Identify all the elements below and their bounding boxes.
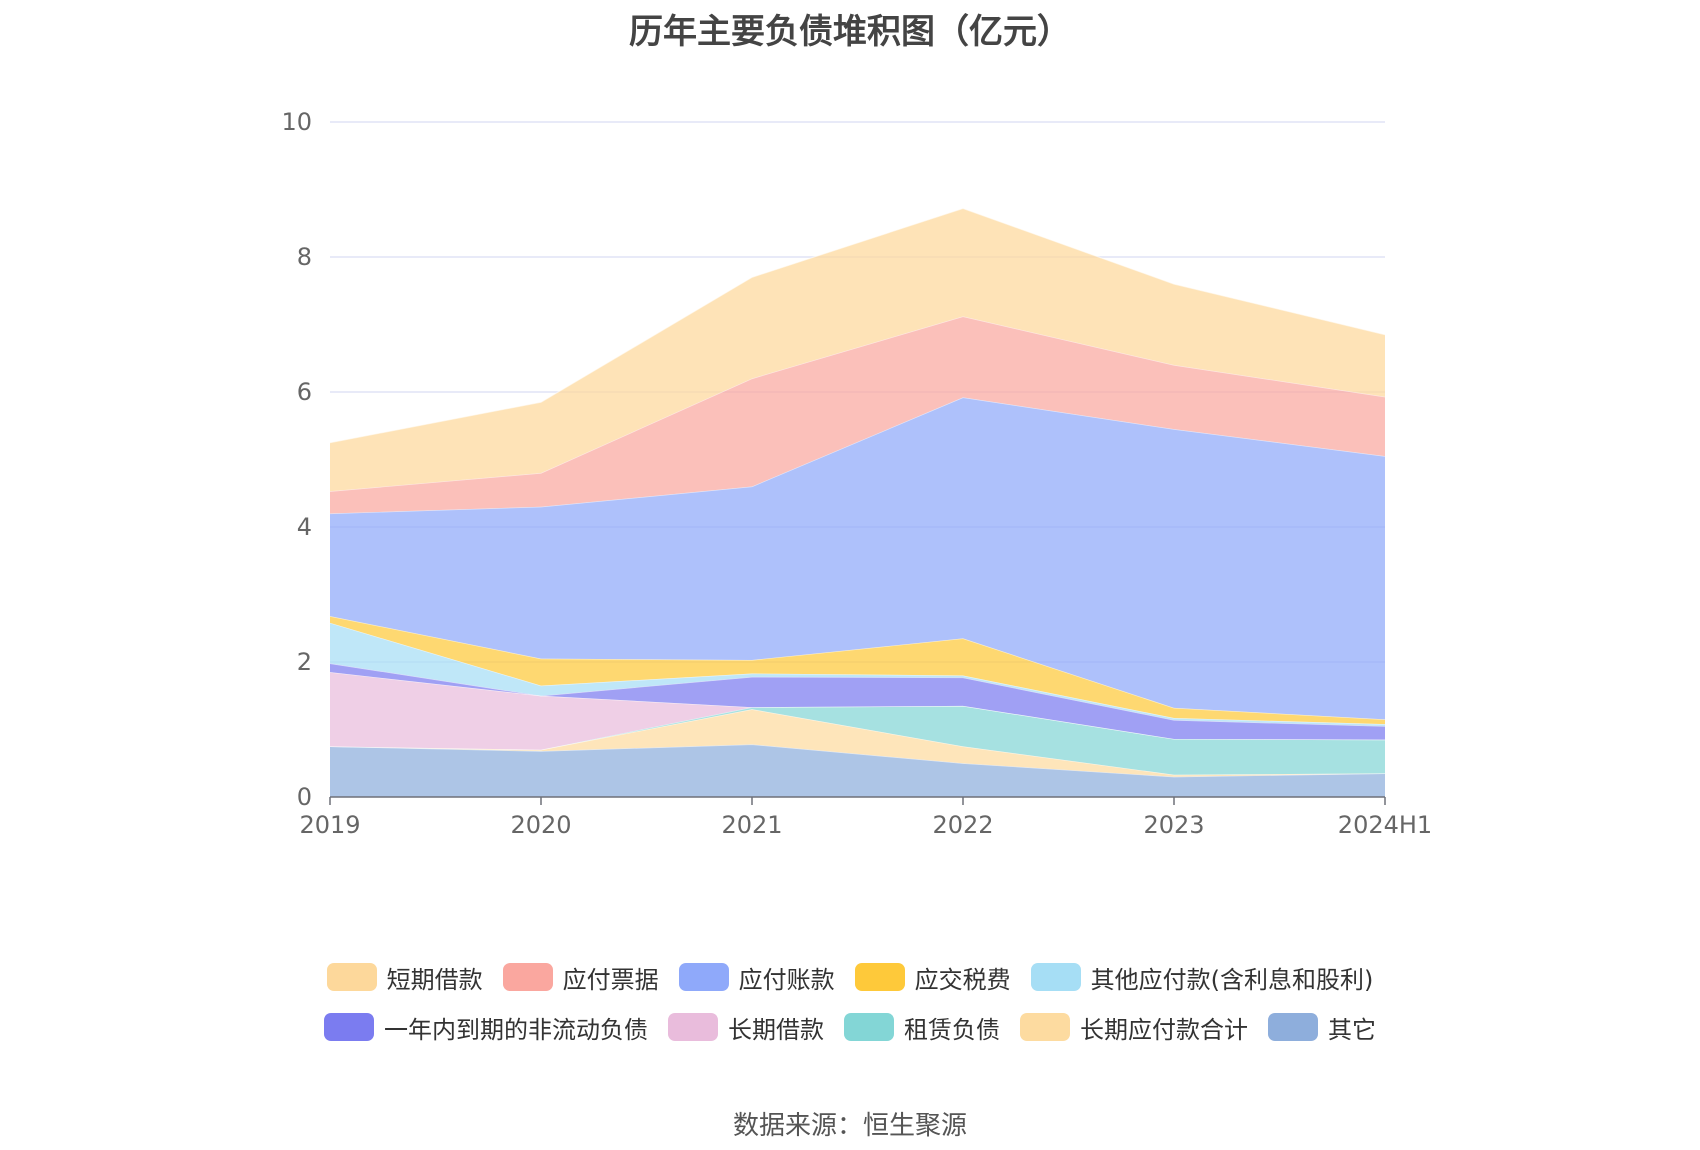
area-其它 (330, 744, 1385, 797)
y-axis-ticks: 0 2 4 6 8 10 (281, 108, 312, 811)
area-一年内到期的非流动负债 (330, 663, 1385, 740)
chart-title: 历年主要负债堆积图（亿元） (629, 12, 1071, 52)
x-axis-ticks: 2019 2020 2021 2022 2023 2024H1 (299, 811, 1432, 839)
data-source: 数据来源：恒生聚源 (732, 1111, 967, 1141)
area-edge (329, 396, 1386, 515)
legend-swatch (844, 1013, 894, 1041)
legend-label: 长期应付款合计 (1080, 1015, 1248, 1044)
area-应付票据 (330, 316, 1385, 514)
area-series (329, 207, 1386, 797)
area-应付账款 (330, 397, 1385, 720)
y-tick-label: 2 (297, 648, 312, 676)
area-长期应付款合计 (330, 709, 1385, 777)
area-应交税费 (330, 616, 1385, 725)
legend-item[interactable]: 应交税费 (854, 960, 1011, 995)
stacked-area-chart: 0 2 4 6 8 10 2019 2020 2021 2022 2023 2024H1 (281, 108, 1432, 839)
area-短期借款 (330, 208, 1385, 492)
legend-item[interactable]: 应付账款 (678, 960, 835, 995)
legend-item[interactable]: 其他应付款(含利息和股利) (1030, 960, 1374, 995)
y-tick-label: 8 (297, 243, 312, 271)
legend-label: 应付票据 (562, 965, 659, 994)
legend-item[interactable]: 应付票据 (502, 960, 659, 995)
legend-label: 其他应付款(含利息和股利) (1090, 965, 1374, 994)
legend-row-1: 短期借款 应付票据 应付账款 应交税费 其他应付款(含利息和股利) (0, 952, 1700, 1002)
y-tick-label: 0 (297, 783, 312, 811)
legend-label: 一年内到期的非流动负债 (384, 1015, 648, 1044)
legend-label: 租赁负债 (904, 1015, 1000, 1044)
legend-label: 其它 (1328, 1015, 1376, 1044)
legend-swatch (326, 963, 377, 991)
legend-item[interactable]: 一年内到期的非流动负债 (324, 1010, 648, 1045)
legend-item[interactable]: 长期应付款合计 (1020, 1010, 1248, 1045)
y-tick-label: 6 (297, 378, 312, 406)
legend-swatch (1030, 963, 1081, 991)
legend-item[interactable]: 其它 (1268, 1010, 1376, 1045)
legend-swatch (854, 963, 905, 991)
legend-swatch (668, 1013, 718, 1041)
legend-label: 应付账款 (738, 965, 835, 994)
legend-item[interactable]: 租赁负债 (844, 1010, 1000, 1045)
area-edge (329, 207, 1386, 444)
legend-swatch (1268, 1013, 1318, 1041)
legend-swatch (502, 963, 553, 991)
x-tick-label: 2019 (299, 811, 360, 839)
legend-swatch (678, 963, 729, 991)
legend-label: 短期借款 (386, 965, 483, 994)
x-tick-label: 2020 (510, 811, 571, 839)
area-租赁负债 (330, 705, 1385, 775)
y-tick-label: 10 (281, 108, 312, 136)
x-tick-label: 2023 (1143, 811, 1204, 839)
x-tick-label: 2021 (721, 811, 782, 839)
legend-label: 应交税费 (914, 965, 1011, 994)
y-tick-label: 4 (297, 513, 312, 541)
area-edge (329, 315, 1386, 492)
legend: 短期借款 应付票据 应付账款 应交税费 其他应付款(含利息和股利) 一年内到期的非流动负… (0, 952, 1700, 1052)
legend-item[interactable]: 长期借款 (668, 1010, 824, 1045)
x-axis (329, 796, 1386, 805)
legend-label: 长期借款 (728, 1015, 824, 1044)
legend-item[interactable]: 短期借款 (326, 960, 483, 995)
x-tick-label: 2022 (932, 811, 993, 839)
legend-row-2: 一年内到期的非流动负债 长期借款 租赁负债 长期应付款合计 其它 (0, 1002, 1700, 1052)
area-长期借款 (330, 672, 1385, 750)
legend-swatch (324, 1013, 374, 1041)
legend-swatch (1020, 1013, 1070, 1041)
x-tick-label: 2024H1 (1338, 811, 1432, 839)
